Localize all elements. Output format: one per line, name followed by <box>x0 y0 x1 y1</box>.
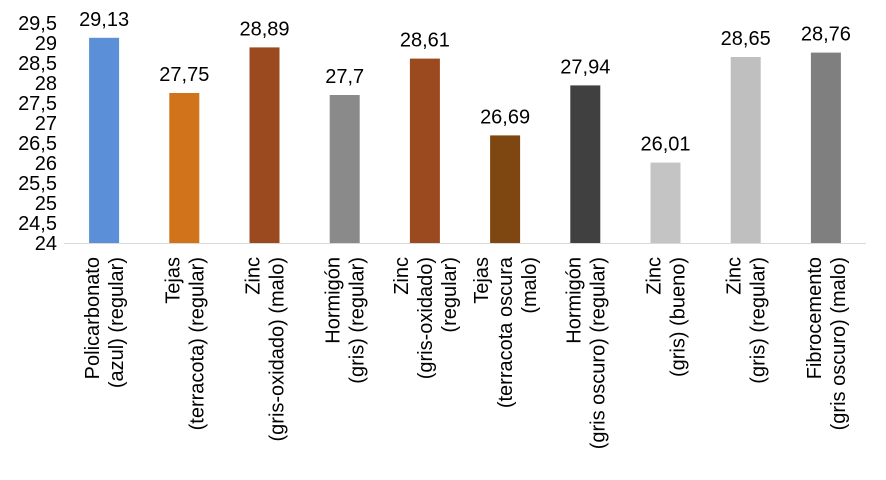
bar <box>570 85 601 244</box>
x-tick-label: Hormigón (gris oscuro) (regular) <box>563 257 609 449</box>
x-tick-label: Tejas (terracota) (regular) <box>162 257 208 430</box>
y-tick-label: 25 <box>35 193 57 215</box>
y-tick-label: 27 <box>35 113 57 135</box>
data-label: 28,89 <box>239 18 289 40</box>
y-tick-label: 26 <box>35 153 57 175</box>
x-tick-label-line: (gris oscuro) (regular) <box>587 257 609 449</box>
bar <box>730 57 761 243</box>
x-tick-label: Hormigón (gris) (regular) <box>323 257 369 384</box>
data-label: 27,94 <box>560 56 610 78</box>
x-tick-label-line: (terracota) (regular) <box>186 257 208 430</box>
x-tick-label-line: (gris) (regular) <box>347 257 369 384</box>
x-tick-label-line: (malo) <box>519 257 541 314</box>
x-tick-label: Zinc (gris-oxidado) (malo) <box>243 257 289 442</box>
x-tick-label-line: Hormigón <box>563 257 585 344</box>
x-tick-label-line: Tejas <box>471 257 493 304</box>
y-tick-label: 25,5 <box>18 173 57 195</box>
x-tick-label: Zinc (gris-oxidado) (regular) <box>391 257 461 379</box>
data-label: 28,65 <box>721 28 771 50</box>
x-tick-label: Policarbonato (azul) (regular) <box>82 257 128 388</box>
y-tick-label: 29 <box>35 33 57 55</box>
x-tick-label-line: (regular) <box>439 257 461 333</box>
x-tick-label: Tejas (terracota oscura (malo) <box>471 256 541 408</box>
y-tick-label: 29,5 <box>18 13 57 35</box>
x-tick-label: Fibrocemento (gris oscuro) (malo) <box>804 257 850 430</box>
y-tick-label: 28,5 <box>18 53 57 75</box>
data-label: 27,75 <box>159 64 209 86</box>
bar <box>249 47 280 244</box>
bar <box>650 162 681 243</box>
bar <box>490 135 521 243</box>
x-tick-label-line: (terracota oscura <box>495 256 517 408</box>
x-tick-label-line: Zinc <box>391 257 413 295</box>
data-label: 26,69 <box>480 106 530 128</box>
x-tick-label-line: Hormigón <box>323 257 345 344</box>
bar <box>329 95 360 243</box>
data-label: 28,76 <box>801 24 851 46</box>
y-tick-label: 24 <box>35 233 57 255</box>
data-label: 29,13 <box>79 9 129 31</box>
bar <box>169 93 200 243</box>
x-tick-label-line: Zinc <box>243 257 265 295</box>
y-tick-label: 26,5 <box>18 133 57 155</box>
x-tick-label-line: Tejas <box>162 257 184 304</box>
bars <box>89 37 841 244</box>
y-tick-label: 27,5 <box>18 93 57 115</box>
x-tick-label-line: Policarbonato <box>82 257 104 379</box>
x-tick-label-line: Fibrocemento <box>804 257 826 379</box>
y-tick-label: 24,5 <box>18 213 57 235</box>
x-axis: Policarbonato (azul) (regular) Tejas (terra… <box>64 243 866 449</box>
data-label: 27,7 <box>325 66 364 88</box>
bar <box>409 58 440 243</box>
x-tick-label-line: (azul) (regular) <box>106 257 128 388</box>
x-tick-label: Zinc (gris) (bueno) <box>644 257 690 377</box>
data-label: 26,01 <box>640 134 690 156</box>
value-labels: 29,13 27,75 28,89 27,7 28,61 26,69 27,94 26,01 2… <box>79 9 851 156</box>
data-label: 28,61 <box>400 30 450 52</box>
y-tick-label: 28 <box>35 73 57 95</box>
x-tick-label-line: (gris-oxidado) (malo) <box>267 257 289 442</box>
bar <box>89 37 120 243</box>
bar <box>810 52 841 243</box>
x-tick-label-line: (gris) (regular) <box>748 257 770 384</box>
x-tick-label-line: Zinc <box>644 257 666 295</box>
x-tick-label-line: (gris-oxidado) <box>415 257 437 379</box>
x-tick-label-line: (gris oscuro) (malo) <box>828 257 850 430</box>
x-tick-label: Zinc (gris) (regular) <box>724 257 770 384</box>
x-tick-label-line: Zinc <box>724 257 746 295</box>
x-tick-label-line: (gris) (bueno) <box>668 257 690 377</box>
